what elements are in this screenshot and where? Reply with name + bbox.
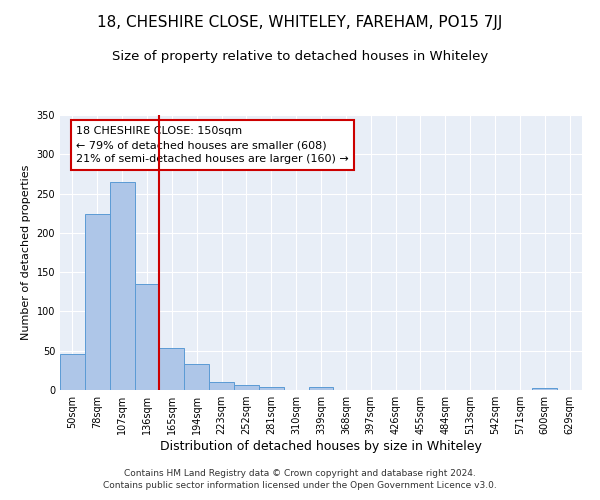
- Text: Contains HM Land Registry data © Crown copyright and database right 2024.
Contai: Contains HM Land Registry data © Crown c…: [103, 468, 497, 490]
- X-axis label: Distribution of detached houses by size in Whiteley: Distribution of detached houses by size …: [160, 440, 482, 453]
- Bar: [134, 284, 160, 390]
- Bar: [85, 214, 110, 390]
- Bar: [60, 354, 85, 390]
- Bar: [259, 387, 284, 390]
- Bar: [209, 382, 234, 390]
- Bar: [234, 386, 259, 390]
- Bar: [532, 388, 557, 390]
- Text: 18 CHESHIRE CLOSE: 150sqm
← 79% of detached houses are smaller (608)
21% of semi: 18 CHESHIRE CLOSE: 150sqm ← 79% of detac…: [76, 126, 349, 164]
- Bar: [184, 364, 209, 390]
- Text: 18, CHESHIRE CLOSE, WHITELEY, FAREHAM, PO15 7JJ: 18, CHESHIRE CLOSE, WHITELEY, FAREHAM, P…: [97, 15, 503, 30]
- Y-axis label: Number of detached properties: Number of detached properties: [21, 165, 31, 340]
- Bar: [308, 387, 334, 390]
- Bar: [160, 348, 184, 390]
- Text: Size of property relative to detached houses in Whiteley: Size of property relative to detached ho…: [112, 50, 488, 63]
- Bar: [110, 182, 134, 390]
